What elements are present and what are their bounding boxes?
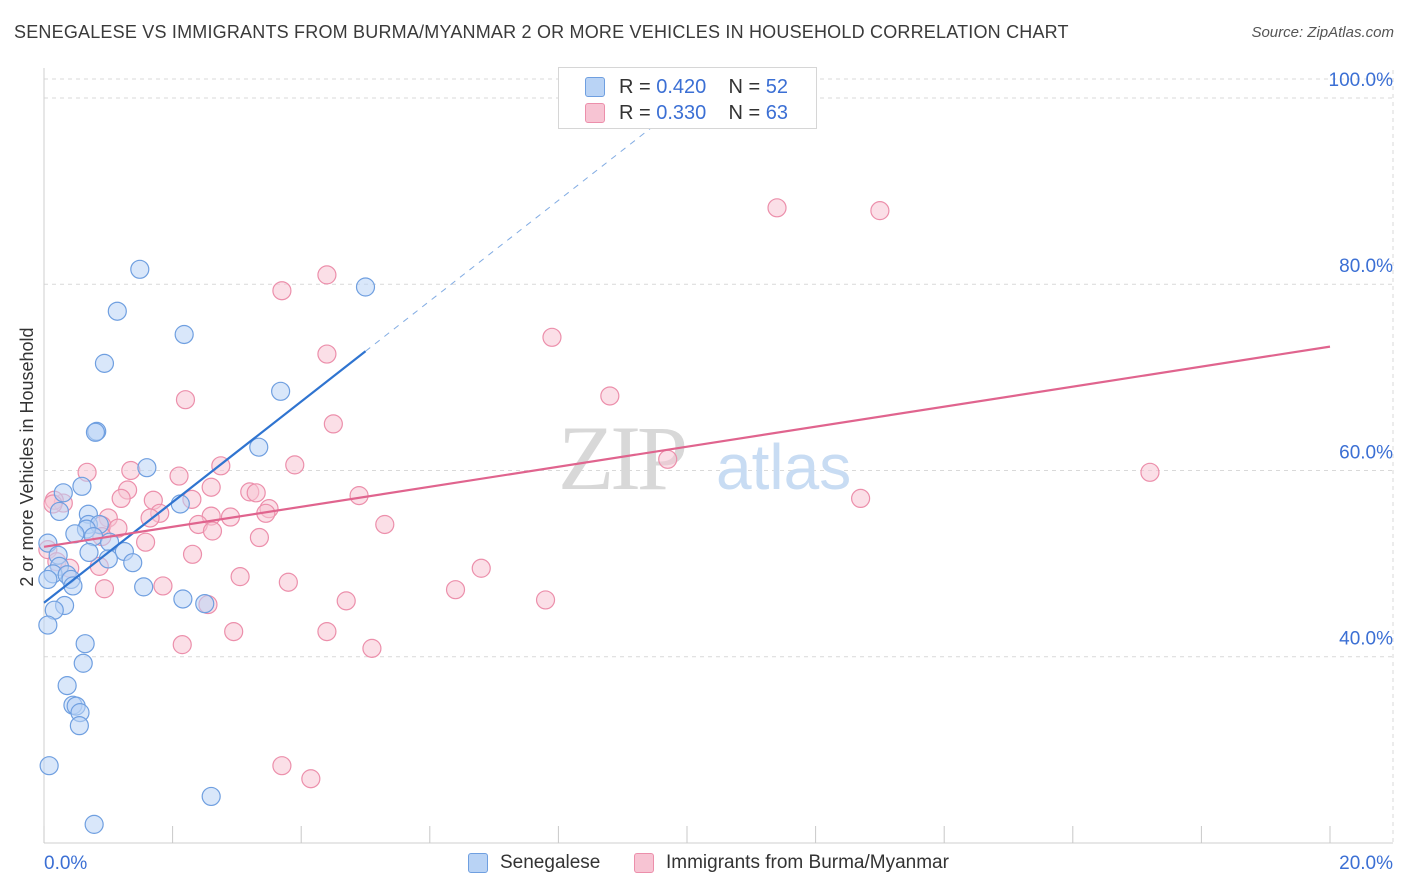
burma-point	[249, 527, 270, 548]
x-tick-label: 20.0%	[1339, 853, 1393, 874]
burma-point	[230, 567, 250, 587]
tick-labels: 40.0% 60.0% 80.0% 100.0% 0.0% 20.0%	[44, 70, 1393, 874]
senegalese-point	[249, 437, 269, 457]
y-axis-label: 2 or more Vehicles in Household	[17, 327, 37, 586]
burma-point	[285, 455, 305, 475]
senegalese-point	[79, 542, 99, 563]
burma-point	[272, 756, 292, 776]
burma-point	[153, 576, 173, 596]
senegalese-point	[201, 786, 221, 807]
senegalese-point	[57, 676, 77, 696]
x-tick-label: 0.0%	[44, 853, 87, 874]
senegalese-point	[355, 277, 376, 297]
r-value-senegalese: 0.420	[656, 76, 707, 98]
y-tick-label: 80.0%	[1339, 256, 1393, 277]
y-tick-label: 40.0%	[1339, 629, 1393, 650]
r-label: R =	[619, 76, 651, 98]
axes	[43, 68, 1393, 844]
burma-point	[111, 488, 131, 509]
burma-point	[175, 390, 196, 410]
senegalese-trend-line	[43, 350, 367, 604]
burma-point	[542, 327, 562, 347]
senegalese-point	[195, 594, 215, 614]
burma-point	[94, 579, 115, 599]
y-tick-label: 60.0%	[1339, 442, 1393, 463]
chart-title: SENEGALESE VS IMMIGRANTS FROM BURMA/MYAN…	[14, 22, 1069, 42]
burma-point	[767, 198, 787, 218]
burma-point	[272, 281, 292, 301]
burma-point	[336, 591, 356, 611]
legend-swatch-pink	[634, 853, 654, 873]
burma-point	[301, 769, 321, 789]
burma-point	[323, 414, 343, 434]
burma-point	[121, 460, 141, 481]
burma-point	[224, 621, 244, 642]
senegalese-point	[271, 381, 291, 401]
senegalese-point	[107, 301, 127, 321]
y-tick-label: 100.0%	[1329, 70, 1394, 91]
burma-point	[108, 518, 128, 538]
burma-point	[362, 638, 382, 658]
burma-point	[278, 572, 298, 592]
senegalese-point	[83, 526, 104, 547]
legend-label-burma: Immigrants from Burma/Myanmar	[666, 852, 949, 873]
stats-legend: R = 0.420 N = 52 R = 0.330 N = 63	[558, 67, 817, 129]
senegalese-point	[94, 353, 115, 373]
legend-swatch-blue	[468, 853, 488, 873]
senegalese-point	[75, 634, 95, 654]
n-label: N =	[728, 76, 761, 98]
senegalese-point	[134, 577, 154, 597]
burma-point	[600, 386, 620, 406]
burma-point	[471, 558, 491, 578]
burma-point	[1140, 462, 1160, 482]
senegalese-point	[174, 324, 194, 345]
burma-point	[135, 532, 156, 552]
burma-point	[246, 483, 266, 503]
senegalese-point	[173, 589, 193, 609]
senegalese-point	[123, 553, 143, 573]
senegalese-point	[73, 653, 93, 673]
senegalese-point	[53, 483, 73, 503]
senegalese-point	[49, 501, 70, 522]
burma-point	[375, 514, 395, 535]
senegalese-point	[137, 458, 157, 478]
r-label: R =	[619, 102, 651, 124]
burma-point	[851, 488, 871, 509]
senegalese-point	[72, 476, 92, 496]
burma-point	[658, 449, 678, 469]
senegalese-point	[85, 422, 106, 442]
senegalese-point	[38, 569, 58, 590]
senegalese-point	[130, 259, 150, 279]
senegalese-point	[170, 494, 190, 514]
burma-point	[172, 635, 192, 655]
burma-point	[349, 486, 369, 506]
burma-point	[870, 201, 890, 221]
senegalese-point	[84, 814, 104, 834]
senegalese-point	[69, 716, 89, 736]
burma-point	[317, 265, 337, 285]
burma-point	[182, 544, 203, 564]
source-label: Source: ZipAtlas.com	[1251, 24, 1394, 41]
legend-label-senegalese: Senegalese	[500, 852, 601, 873]
burma-trend-line	[43, 345, 1331, 548]
legend-swatch-pink	[585, 103, 605, 123]
trend-lines	[43, 124, 1331, 604]
n-label: N =	[728, 102, 761, 124]
senegalese-trend-extension	[365, 124, 656, 352]
n-value-burma: 63	[765, 102, 789, 124]
burma-point	[317, 344, 337, 364]
burma-point	[201, 477, 221, 497]
burma-point	[535, 590, 556, 610]
n-value-senegalese: 52	[765, 76, 789, 98]
senegalese-point	[39, 756, 59, 776]
senegalese-point	[38, 615, 58, 635]
burma-point	[317, 621, 337, 642]
legend-swatch-blue	[585, 77, 605, 97]
burma-point	[169, 466, 189, 486]
r-value-burma: 0.330	[656, 102, 707, 124]
burma-point	[445, 580, 466, 600]
watermark-atlas: atlas	[716, 431, 851, 503]
burma-point	[202, 521, 223, 541]
